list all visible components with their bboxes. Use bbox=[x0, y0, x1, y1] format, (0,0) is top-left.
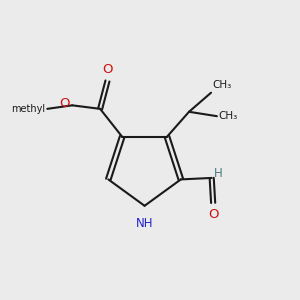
Text: H: H bbox=[214, 167, 223, 180]
Text: O: O bbox=[59, 98, 70, 110]
Text: CH₃: CH₃ bbox=[212, 80, 232, 90]
Text: O: O bbox=[102, 63, 113, 76]
Text: methyl: methyl bbox=[11, 104, 45, 114]
Text: CH₃: CH₃ bbox=[218, 111, 238, 121]
Text: O: O bbox=[208, 208, 218, 221]
Text: NH: NH bbox=[136, 217, 153, 230]
